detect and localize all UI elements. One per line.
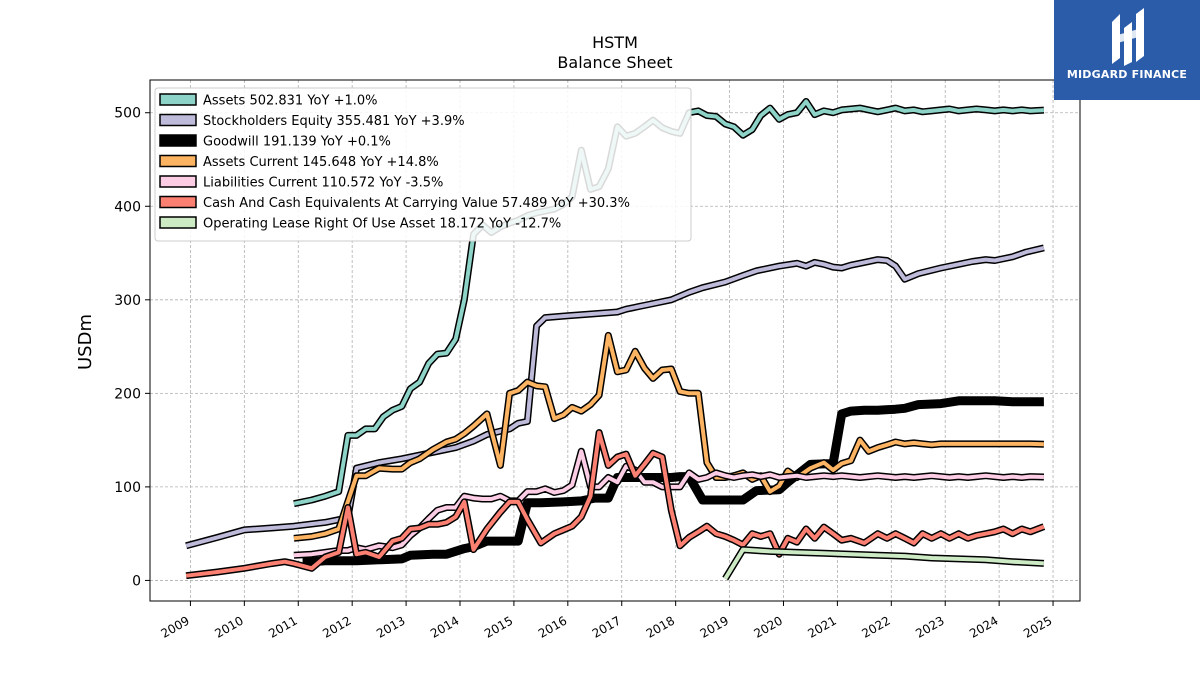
legend-entry: Assets Current 145.648 YoY +14.8% (159, 154, 439, 170)
legend-swatch (159, 154, 197, 168)
legend-label: Assets 502.831 YoY +1.0% (203, 94, 378, 109)
x-tick-label: 2014 (428, 613, 461, 640)
series-line (185, 244, 1045, 550)
legend-label: Goodwill 191.139 YoY +0.1% (203, 135, 391, 150)
x-tick-label: 2018 (644, 613, 677, 640)
series-line (293, 447, 1045, 559)
x-tick-label: 2025 (1021, 613, 1054, 640)
legend-swatch (159, 113, 197, 127)
y-tick-label: 300 (114, 293, 141, 309)
x-tick-label: 2010 (212, 613, 245, 640)
legend-entry: Liabilities Current 110.572 YoY -3.5% (159, 175, 443, 191)
series-line (185, 429, 1046, 580)
series-path (302, 396, 1044, 567)
chart-title: HSTM (592, 33, 638, 52)
y-tick-label: 0 (132, 573, 141, 589)
legend-box (154, 87, 692, 242)
series-layer (185, 98, 1046, 581)
legend-label: Cash And Cash Equivalents At Carrying Va… (203, 196, 630, 211)
series-path (293, 333, 1044, 541)
x-tick-label: 2015 (482, 613, 515, 640)
logo-mark-icon (1112, 8, 1144, 66)
legend-entry: Goodwill 191.139 YoY +0.1% (159, 134, 391, 150)
series-path (185, 245, 1045, 548)
x-tick-label: 2012 (320, 613, 353, 640)
plot-frame (149, 79, 1081, 602)
series-line (302, 396, 1044, 567)
legend: Assets 502.831 YoY +1.0% Stockholders Equ… (154, 87, 692, 242)
x-tick-label: 2022 (859, 613, 892, 640)
x-tick-label: 2023 (913, 613, 946, 640)
chart-subtitle: Balance Sheet (557, 53, 672, 72)
y-axis-label: USDm (75, 314, 96, 370)
series-path (723, 547, 1045, 580)
legend-swatch (159, 175, 197, 188)
series-line (722, 546, 1045, 581)
x-tick-label: 2016 (536, 613, 569, 640)
series-path (185, 430, 1045, 578)
x-tick-label: 2024 (967, 613, 1000, 640)
legend-entry: Cash And Cash Equivalents At Carrying Va… (159, 195, 630, 211)
x-tick-label: 2009 (158, 613, 191, 640)
y-tick-label: 200 (114, 386, 141, 402)
x-tick-label: 2011 (266, 613, 299, 640)
x-tick-label: 2017 (590, 613, 623, 640)
legend-label: Operating Lease Right Of Use Asset 18.17… (203, 217, 561, 232)
y-tick-label: 100 (114, 480, 141, 496)
x-tick-label: 2019 (698, 613, 731, 640)
legend-label: Liabilities Current 110.572 YoY -3.5% (203, 176, 443, 191)
legend-label: Stockholders Equity 355.481 YoY +3.9% (203, 114, 465, 129)
legend-swatch (159, 216, 197, 229)
series-line (293, 331, 1044, 542)
legend-label: Assets Current 145.648 YoY +14.8% (203, 155, 439, 170)
logo: MIDGARD FINANCE (1054, 0, 1200, 100)
logo-text: MIDGARD FINANCE (1066, 68, 1188, 81)
legend-entry: Operating Lease Right Of Use Asset 18.17… (159, 216, 561, 232)
legend-swatch (159, 93, 197, 106)
x-tick-label: 2021 (805, 613, 838, 640)
y-tick-label: 400 (114, 199, 141, 215)
legend-entry: Assets 502.831 YoY +1.0% (159, 93, 378, 109)
legend-swatch (159, 134, 197, 147)
legend-swatch (159, 195, 197, 209)
y-tick-label: 500 (114, 106, 141, 122)
legend-entry: Stockholders Equity 355.481 YoY +3.9% (159, 113, 465, 129)
series-path (293, 449, 1044, 558)
x-tick-label: 2013 (374, 613, 407, 640)
x-tick-label: 2020 (752, 613, 785, 640)
